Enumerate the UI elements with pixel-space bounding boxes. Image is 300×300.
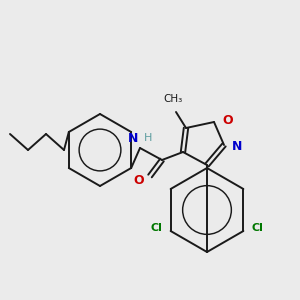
Text: O: O [222, 113, 232, 127]
Text: O: O [134, 175, 144, 188]
Text: Cl: Cl [151, 223, 163, 233]
Text: N: N [128, 132, 138, 145]
Text: Cl: Cl [251, 223, 263, 233]
Text: CH₃: CH₃ [164, 94, 183, 104]
Text: H: H [144, 133, 152, 143]
Text: N: N [232, 140, 242, 152]
